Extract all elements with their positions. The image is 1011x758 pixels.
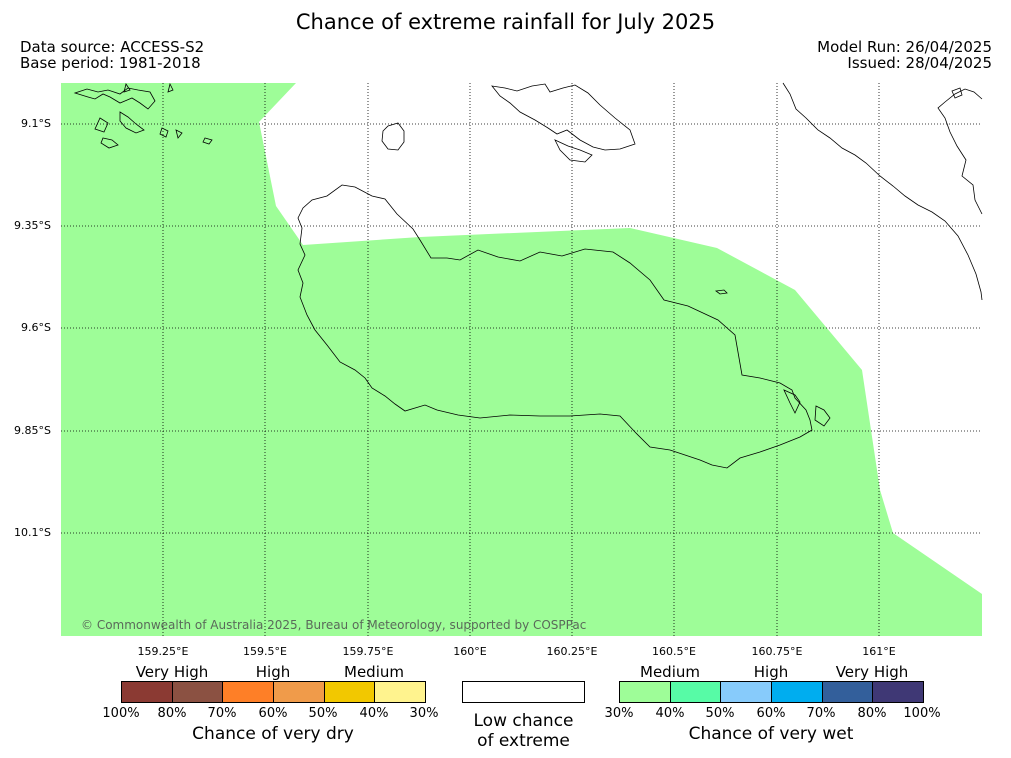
base-period-text: Base period: 1981-2018 [20, 54, 201, 72]
metadata-left: Data source: ACCESS-S2 Base period: 1981… [20, 39, 204, 71]
dry-pct-label: 30% [409, 706, 439, 721]
dry-swatch [122, 682, 173, 702]
wet-swatch [822, 682, 874, 702]
dry-category-label: High [255, 663, 291, 681]
wet-swatch [873, 682, 924, 702]
copyright-text: © Commonwealth of Australia 2025, Bureau… [81, 618, 587, 632]
lon-label: 160.25°E [546, 645, 598, 658]
wet-swatch [721, 682, 773, 702]
lon-label: 159.75°E [342, 645, 394, 658]
rainfall-fill-region [61, 83, 982, 636]
wet-swatch [772, 682, 823, 702]
lat-label: 9.1°S [21, 117, 51, 130]
dry-pct-label: 50% [308, 706, 338, 721]
metadata-right: Model Run: 26/04/2025 Issued: 28/04/2025 [817, 39, 992, 71]
lon-label: 160.75°E [751, 645, 803, 658]
lon-label: 161°E [862, 645, 896, 658]
wet-pct-label: 100% [903, 706, 941, 721]
dry-swatch [172, 682, 224, 702]
wet-pct-label: 60% [756, 706, 786, 721]
coastline-russell [73, 87, 156, 110]
graticule [61, 83, 982, 636]
lon-label: 159.5°E [243, 645, 287, 658]
dry-swatch [375, 682, 426, 702]
wet-pct-label: 70% [806, 706, 836, 721]
dry-pct-label: 70% [207, 706, 237, 721]
wet-pct-label: 30% [604, 706, 634, 721]
wet-pct-label: 50% [705, 706, 735, 721]
wet-colorbar [619, 681, 924, 703]
wet-swatch [620, 682, 671, 702]
coastline-guadalcanal [297, 184, 813, 469]
wet-swatch [670, 682, 722, 702]
lon-label: 160°E [453, 645, 487, 658]
map-title: Chance of extreme rainfall for July 2025 [295, 10, 716, 34]
dry-swatch [324, 682, 376, 702]
dry-category-label: Very High [135, 663, 209, 681]
lon-label: 160.5°E [652, 645, 696, 658]
dry-swatch [223, 682, 275, 702]
wet-pct-label: 40% [655, 706, 685, 721]
wet-category-label: Medium [640, 663, 700, 681]
wet-category-label: Very High [835, 663, 909, 681]
data-source-text: Data source: ACCESS-S2 [20, 38, 205, 56]
dry-swatch [274, 682, 325, 702]
low-chance-line2: of extreme [477, 731, 570, 751]
low-chance-label: Low chance of extreme [452, 711, 595, 751]
dry-category-label: Medium [344, 663, 404, 681]
wet-pct-label: 80% [857, 706, 887, 721]
coastlines [73, 82, 983, 469]
dry-pct-label: 60% [258, 706, 288, 721]
coastline-nggela [491, 83, 636, 151]
wet-category-label: High [753, 663, 789, 681]
dry-pct-label: 40% [359, 706, 389, 721]
lat-label: 9.35°S [14, 219, 51, 232]
lon-label: 159.25°E [137, 645, 189, 658]
coastline-savo [381, 122, 405, 151]
coastline-malaita [782, 82, 983, 301]
lat-label: 9.85°S [14, 424, 51, 437]
dry-legend-title: Chance of very dry [192, 724, 354, 744]
issued-text: Issued: 28/04/2025 [847, 54, 992, 72]
dry-pct-label: 100% [102, 706, 140, 721]
dry-colorbar [121, 681, 426, 703]
wet-legend-title: Chance of very wet [688, 724, 854, 744]
low-chance-swatch [462, 681, 585, 703]
model-run-text: Model Run: 26/04/2025 [817, 38, 992, 56]
dry-pct-label: 80% [157, 706, 187, 721]
low-chance-line1: Low chance [473, 711, 574, 731]
lat-label: 9.6°S [21, 321, 51, 334]
lat-label: 10.1°S [14, 526, 51, 539]
